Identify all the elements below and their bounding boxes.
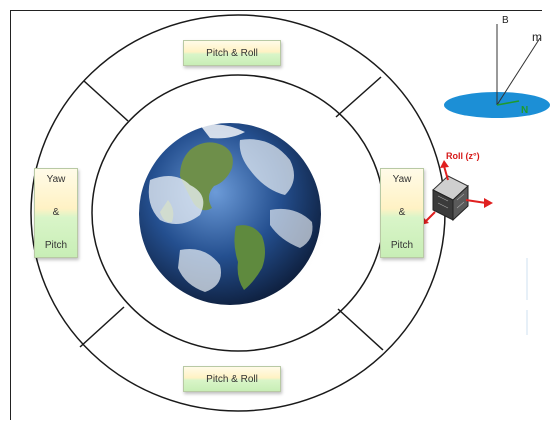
earth-globe-icon (139, 123, 321, 305)
separator-bottom-left (79, 306, 125, 348)
roll-label: Roll (z°) (446, 151, 480, 161)
mode-box-right: Yaw & Pitch (380, 168, 424, 258)
b-vector-label: B (502, 15, 509, 26)
mode-box-bottom: Pitch & Roll (183, 366, 281, 392)
mode-box-left-line2: & (52, 207, 60, 218)
mode-box-right-line3: Pitch (390, 240, 414, 251)
separator-top-left (83, 80, 129, 122)
separator-top-right (335, 76, 382, 118)
mode-box-top: Pitch & Roll (183, 40, 281, 66)
mode-box-left: Yaw & Pitch (34, 168, 78, 258)
diagram-frame (10, 10, 542, 420)
mode-box-right-line1: Yaw (392, 174, 412, 185)
mode-box-left-line1: Yaw (46, 174, 66, 185)
n-vector-label: N (521, 105, 529, 116)
mode-box-left-line3: Pitch (44, 240, 68, 251)
m-vector (496, 37, 541, 106)
n-vector (496, 100, 520, 106)
m-vector-label: m (532, 30, 542, 44)
separator-bottom-right (337, 308, 384, 351)
cubesat-icon (432, 175, 469, 222)
mode-box-right-line2: & (398, 207, 406, 218)
